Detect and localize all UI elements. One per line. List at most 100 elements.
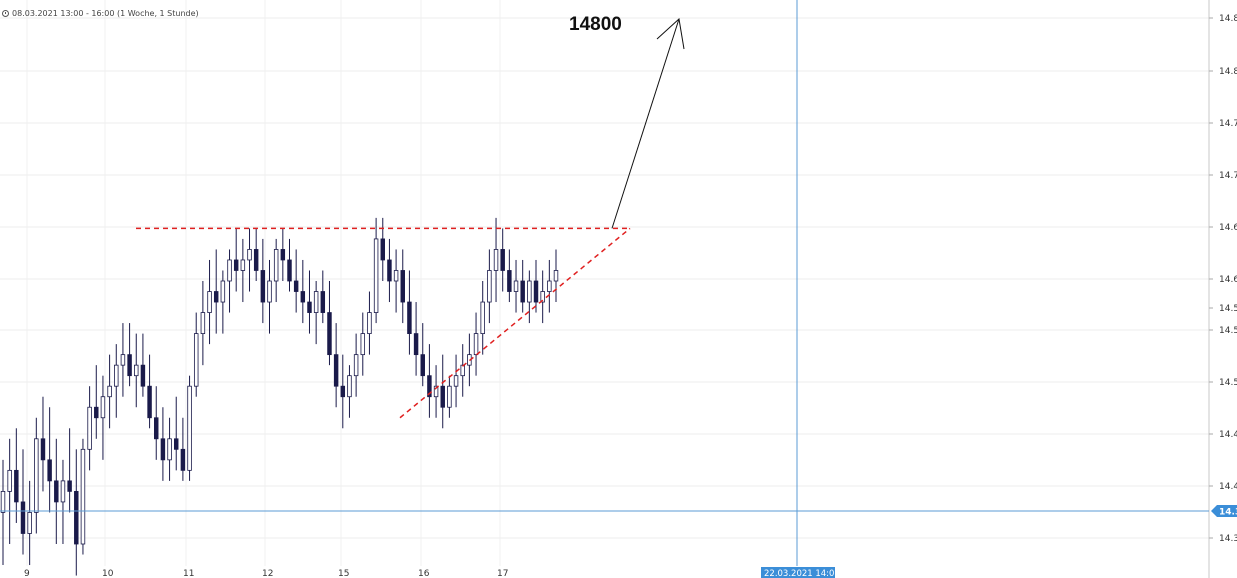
y-tick-label: 14.70 <box>1219 171 1237 181</box>
candle <box>233 228 239 292</box>
x-tick-label: 11 <box>183 569 194 578</box>
candle <box>80 438 86 555</box>
target-arrow <box>611 18 685 229</box>
y-tick-label: 14.3 <box>1219 534 1237 544</box>
crosshair-price-label: 14.3 <box>1219 508 1237 518</box>
candle <box>114 344 119 418</box>
candle <box>213 249 219 334</box>
candlestick-series <box>0 217 559 576</box>
candle <box>220 270 226 334</box>
price-axis: 14.8 14.8 14.7 14.70 14.6 14.60 14.5 14.5 14.5 14… <box>1208 0 1237 578</box>
candle <box>527 270 532 324</box>
candle <box>400 249 405 324</box>
y-tick-label: 14.8 <box>1219 14 1237 24</box>
candle <box>20 449 26 555</box>
candle <box>40 396 46 492</box>
candle <box>193 312 199 397</box>
candle <box>280 228 286 281</box>
x-tick-label: 16 <box>418 569 430 578</box>
candle <box>327 281 332 366</box>
candle <box>440 354 445 429</box>
candle <box>87 386 92 471</box>
candle <box>407 270 412 355</box>
candle <box>273 238 279 303</box>
candle <box>300 259 306 324</box>
crosshair-date-tag: 22.03.2021 14:00 <box>761 567 840 578</box>
candle <box>127 323 132 387</box>
y-tick-label: 14.5 <box>1219 304 1237 314</box>
candle <box>27 480 32 566</box>
candle <box>154 386 159 460</box>
candle <box>420 323 425 387</box>
candle <box>500 228 505 292</box>
arrow-shaft <box>611 18 680 229</box>
x-tick-label: 9 <box>24 569 30 578</box>
candle <box>173 396 179 471</box>
candle <box>353 333 359 397</box>
candle <box>487 249 492 324</box>
candle <box>373 217 379 324</box>
candle <box>74 449 79 576</box>
candle <box>293 249 299 313</box>
y-tick-label: 14.5 <box>1219 326 1237 336</box>
y-tick-label: 14.60 <box>1219 275 1237 285</box>
candle <box>14 428 19 523</box>
candle <box>60 459 66 544</box>
y-tick-label: 14.4 <box>1219 430 1237 440</box>
candle <box>307 270 312 334</box>
candle <box>533 259 539 313</box>
x-tick-label: 10 <box>102 569 114 578</box>
period-label: 08.03.2021 13:00 - 16:00 (1 Woche, 1 Stu… <box>12 9 199 18</box>
candle <box>347 365 352 418</box>
candle <box>253 228 259 281</box>
candle <box>360 312 366 376</box>
candle <box>140 333 146 397</box>
candle <box>493 217 499 303</box>
candle <box>287 238 292 292</box>
candle <box>107 354 112 429</box>
candle <box>247 228 252 292</box>
candle <box>100 375 106 460</box>
candle <box>160 407 166 481</box>
candle <box>7 438 12 544</box>
target-label: 14800 <box>569 14 622 35</box>
candle <box>447 375 452 418</box>
x-tick-label: 12 <box>262 569 273 578</box>
candle <box>134 333 139 408</box>
candle <box>333 323 339 408</box>
candle <box>94 365 99 439</box>
triangle-pattern <box>136 227 631 419</box>
clock-icon <box>2 10 9 17</box>
candle <box>367 291 372 355</box>
candle <box>187 375 192 481</box>
candle <box>480 281 485 355</box>
candle <box>433 365 439 418</box>
candle <box>507 249 512 303</box>
support-trendline <box>399 227 631 419</box>
candle <box>34 417 39 534</box>
candle <box>47 407 52 513</box>
candle <box>413 302 419 376</box>
candle <box>200 281 206 366</box>
candle <box>54 438 59 544</box>
candle <box>547 259 552 313</box>
y-tick-label: 14.8 <box>1219 67 1237 77</box>
candle <box>453 354 459 408</box>
candle <box>473 312 479 376</box>
candle <box>313 281 319 345</box>
grid-lines <box>0 0 1209 566</box>
candle <box>207 259 212 345</box>
candle <box>147 354 152 429</box>
candle <box>520 259 525 313</box>
time-axis: 9 10 11 12 15 16 17 <box>24 569 508 578</box>
candle <box>180 417 186 481</box>
y-tick-label: 14.6 <box>1219 223 1237 233</box>
candle <box>460 344 465 397</box>
candle <box>387 238 392 303</box>
candle <box>393 249 399 313</box>
candle <box>240 238 246 303</box>
candle <box>67 428 72 513</box>
candle <box>267 259 272 334</box>
